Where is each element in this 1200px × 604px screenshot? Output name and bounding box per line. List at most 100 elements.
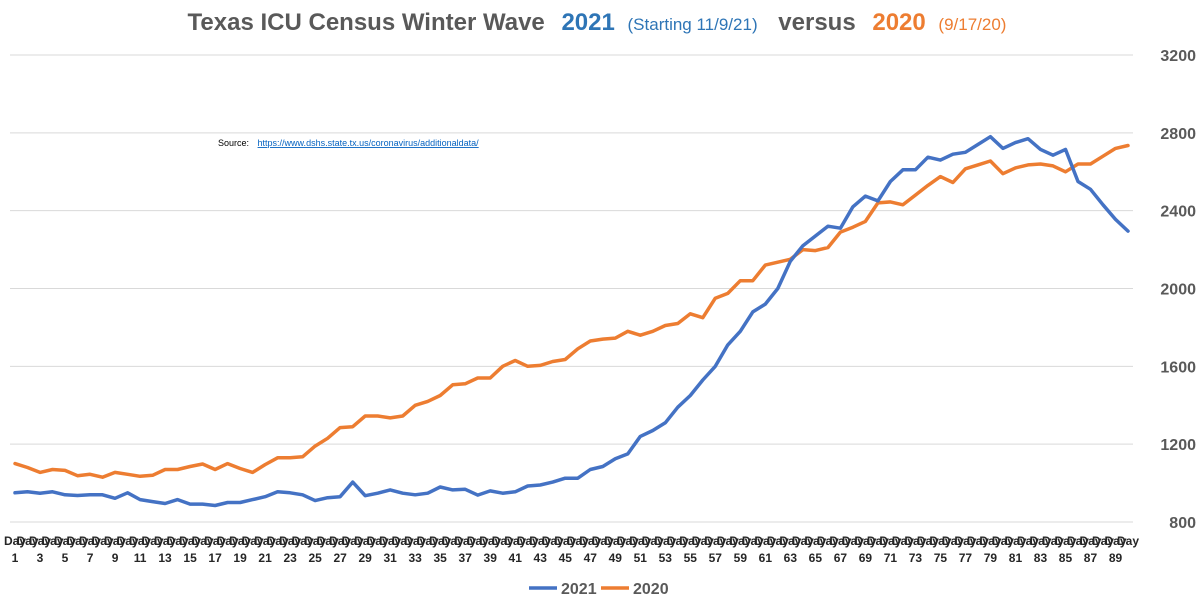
- x-tick-number: 77: [959, 551, 973, 565]
- x-tick-label: Day: [829, 534, 851, 548]
- x-tick-label: Day: [204, 534, 226, 548]
- x-tick-label: Day: [642, 534, 664, 548]
- x-tick-label: Day: [454, 534, 476, 548]
- x-tick-label: Day: [417, 534, 439, 548]
- y-tick-label: 2400: [1160, 204, 1196, 221]
- x-tick-number: 47: [584, 551, 598, 565]
- x-tick-label: Day: [479, 534, 501, 548]
- x-tick-label: Day: [929, 534, 951, 548]
- x-tick-label: Day: [292, 534, 314, 548]
- y-tick-label: 800: [1169, 515, 1196, 532]
- x-tick-label: Day: [154, 534, 176, 548]
- x-tick-label: Day: [229, 534, 251, 548]
- chart-title: Texas ICU Census Winter Wave 2021 (Start…: [188, 9, 1007, 36]
- x-tick-number: 53: [659, 551, 673, 565]
- x-tick-label: Day: [942, 534, 964, 548]
- x-tick-label: Day: [542, 534, 564, 548]
- x-tick-label: Day: [379, 534, 401, 548]
- x-tick-label: Day: [1017, 534, 1039, 548]
- x-tick-label: Day: [429, 534, 451, 548]
- x-tick-number: 41: [509, 551, 523, 565]
- x-tick-label: Day: [267, 534, 289, 548]
- x-tick-label: Day: [529, 534, 551, 548]
- x-tick-label: Day: [967, 534, 989, 548]
- x-tick-label: Day: [629, 534, 651, 548]
- x-tick-number: 9: [112, 551, 119, 565]
- x-tick-label: Day: [129, 534, 151, 548]
- x-tick-label: Day: [1079, 534, 1101, 548]
- x-tick-label: Day: [517, 534, 539, 548]
- x-tick-number: 35: [434, 551, 448, 565]
- y-axis-tick-labels: 800 1200 1600 2000 2400 2800 3200: [1160, 48, 1196, 532]
- x-tick-number: 23: [283, 551, 297, 565]
- x-tick-label: Day: [317, 534, 339, 548]
- x-tick-label: Day: [217, 534, 239, 548]
- x-tick-label: Day: [142, 534, 164, 548]
- x-tick-label: Day: [1004, 534, 1026, 548]
- x-tick-label: Day: [579, 534, 601, 548]
- x-tick-number: 15: [183, 551, 197, 565]
- y-tick-label: 2800: [1160, 126, 1196, 143]
- x-tick-label: Day: [404, 534, 426, 548]
- x-tick-label: Day: [1054, 534, 1076, 548]
- x-tick-number: 87: [1084, 551, 1098, 565]
- x-tick-label: Day: [979, 534, 1001, 548]
- series-lines: [13, 134, 1130, 508]
- title-year-2021: 2021: [561, 9, 614, 36]
- x-tick-label: Day: [467, 534, 489, 548]
- x-tick-number: 83: [1034, 551, 1048, 565]
- x-tick-label: Day: [917, 534, 939, 548]
- x-tick-label: Day: [817, 534, 839, 548]
- x-tick-label: Day: [279, 534, 301, 548]
- x-tick-label: Day: [767, 534, 789, 548]
- x-tick-label: Day: [1117, 534, 1139, 548]
- x-tick-number: 51: [634, 551, 648, 565]
- x-tick-label: Day: [504, 534, 526, 548]
- x-tick-label: Day: [92, 534, 114, 548]
- x-tick-label: Day: [1067, 534, 1089, 548]
- title-connector: versus: [778, 9, 855, 36]
- x-tick-label: Day: [304, 534, 326, 548]
- x-tick-label: Day: [779, 534, 801, 548]
- x-tick-label: Day: [4, 534, 26, 548]
- x-tick-number: 7: [87, 551, 94, 565]
- x-tick-label: Day: [67, 534, 89, 548]
- title-main: Texas ICU Census Winter Wave: [188, 9, 545, 36]
- x-tick-number: 17: [208, 551, 222, 565]
- x-tick-label: Day: [892, 534, 914, 548]
- x-tick-number: 29: [358, 551, 372, 565]
- x-tick-label: Day: [804, 534, 826, 548]
- x-tick-label: Day: [179, 534, 201, 548]
- x-tick-number: 31: [383, 551, 397, 565]
- x-tick-label: Day: [117, 534, 139, 548]
- x-tick-label: Day: [367, 534, 389, 548]
- x-tick-number: 43: [534, 551, 548, 565]
- y-tick-label: 1200: [1160, 437, 1196, 454]
- source-text: Source: https://www.dshs.state.tx.us/cor…: [218, 138, 479, 148]
- x-tick-number: 11: [134, 551, 147, 565]
- x-tick-number: 49: [609, 551, 623, 565]
- x-tick-number: 71: [884, 551, 898, 565]
- x-tick-number: 39: [484, 551, 498, 565]
- x-tick-label: Day: [567, 534, 589, 548]
- x-tick-number: 59: [734, 551, 748, 565]
- x-tick-number: 19: [233, 551, 247, 565]
- x-tick-label: Day: [742, 534, 764, 548]
- x-tick-label: Day: [867, 534, 889, 548]
- source-link[interactable]: https://www.dshs.state.tx.us/coronavirus…: [258, 138, 480, 148]
- x-tick-label: Day: [29, 534, 51, 548]
- x-tick-number: 73: [909, 551, 923, 565]
- x-tick-number: 13: [158, 551, 172, 565]
- x-tick-label: Day: [1104, 534, 1126, 548]
- x-tick-label: Day: [16, 534, 38, 548]
- x-tick-label: Day: [554, 534, 576, 548]
- x-tick-label: Day: [242, 534, 264, 548]
- x-tick-number: 27: [333, 551, 347, 565]
- title-year-2020: 2020: [872, 9, 925, 36]
- x-tick-label: Day: [442, 534, 464, 548]
- x-tick-number: 57: [709, 551, 723, 565]
- x-tick-label: Day: [904, 534, 926, 548]
- x-axis-tick-labels: Day1DayDay3DayDay5DayDay7DayDay9DayDay11…: [4, 534, 1139, 565]
- x-tick-number: 65: [809, 551, 823, 565]
